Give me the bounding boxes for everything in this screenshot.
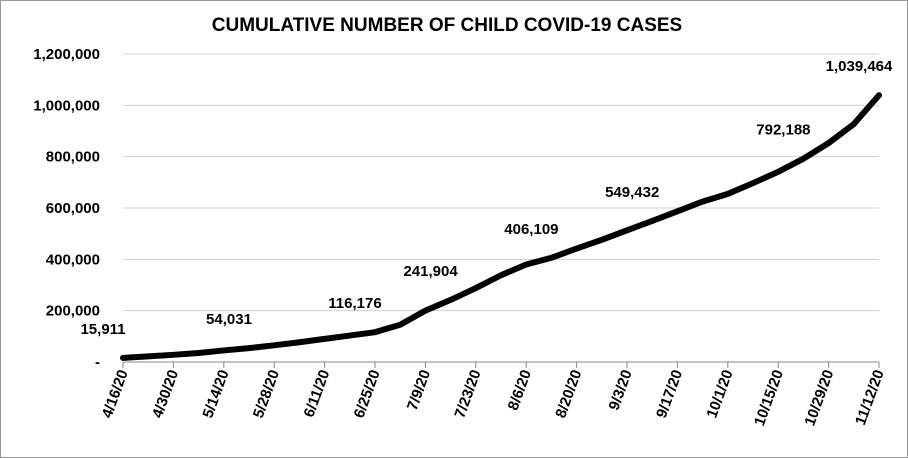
data-label: 792,188 xyxy=(756,122,810,139)
line-series xyxy=(120,92,882,361)
data-label: 549,432 xyxy=(605,184,659,201)
y-tick-label: 1,200,000 xyxy=(33,46,100,63)
data-label: 406,109 xyxy=(504,221,558,238)
chart-title: CUMULATIVE NUMBER OF CHILD COVID-19 CASE… xyxy=(212,15,682,36)
data-label: 15,911 xyxy=(80,321,125,338)
y-tick-label: 200,000 xyxy=(46,303,100,320)
y-tick-label: 1,000,000 xyxy=(33,97,100,114)
y-tick-label: 800,000 xyxy=(46,149,100,166)
y-tick-label: 400,000 xyxy=(46,251,100,268)
data-label: 54,031 xyxy=(206,311,252,328)
data-label: 1,039,464 xyxy=(826,58,893,75)
y-tick-label: - xyxy=(95,354,100,371)
data-label: 116,176 xyxy=(328,295,381,312)
data-label: 241,904 xyxy=(403,263,458,280)
y-tick-label: 600,000 xyxy=(46,200,100,217)
